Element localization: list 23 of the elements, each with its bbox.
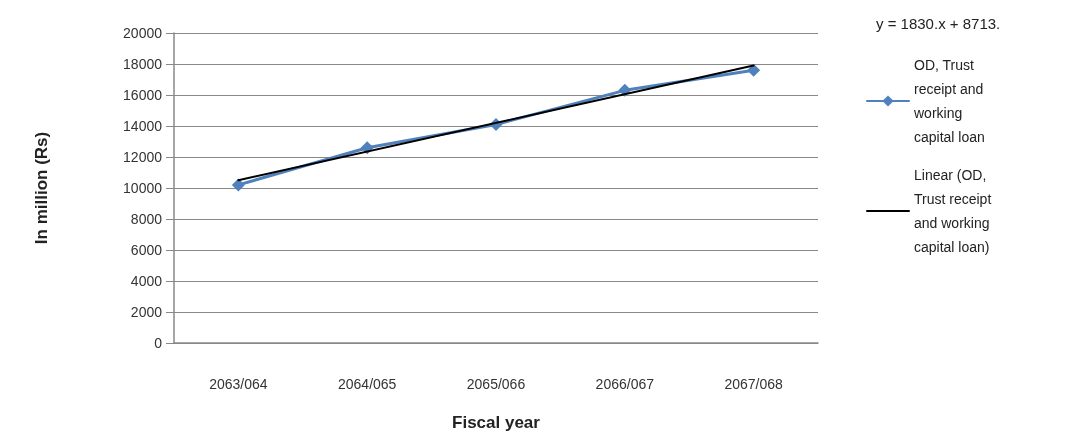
- y-tick-label: 0: [154, 335, 163, 351]
- legend-label: Linear (OD, Trust receipt and working capital loan): [914, 167, 996, 255]
- x-tick-label: 2065/066: [466, 376, 526, 392]
- text: y = 1830.x + 8713.: [876, 15, 1001, 32]
- legend-label: OD, Trust receipt and working capital loan: [913, 57, 988, 145]
- y-tick-label: 12000: [123, 149, 163, 165]
- y-tick-label: 8000: [130, 211, 163, 227]
- x-tick-label: 2064/065: [338, 376, 397, 392]
- x-axis-title: Fiscal year: [452, 413, 541, 432]
- x-tick-label: 2063/064: [209, 376, 268, 392]
- x-tick-label: 2067/068: [724, 376, 783, 392]
- y-tick-label: 4000: [130, 273, 163, 289]
- y-tick-label: 16000: [123, 87, 163, 103]
- y-tick-label: 18000: [123, 56, 163, 72]
- y-axis-title: In million (Rs): [32, 131, 51, 245]
- y-tick-label: 20000: [123, 25, 163, 41]
- point: [231, 178, 245, 192]
- y-tick-label: 10000: [123, 180, 163, 196]
- y-tick-label: 6000: [130, 242, 163, 258]
- y-tick-label: 2000: [130, 304, 163, 320]
- point: [747, 63, 761, 77]
- y-tick-label: 14000: [123, 118, 163, 134]
- x-tick-label: 2066/067: [595, 376, 655, 392]
